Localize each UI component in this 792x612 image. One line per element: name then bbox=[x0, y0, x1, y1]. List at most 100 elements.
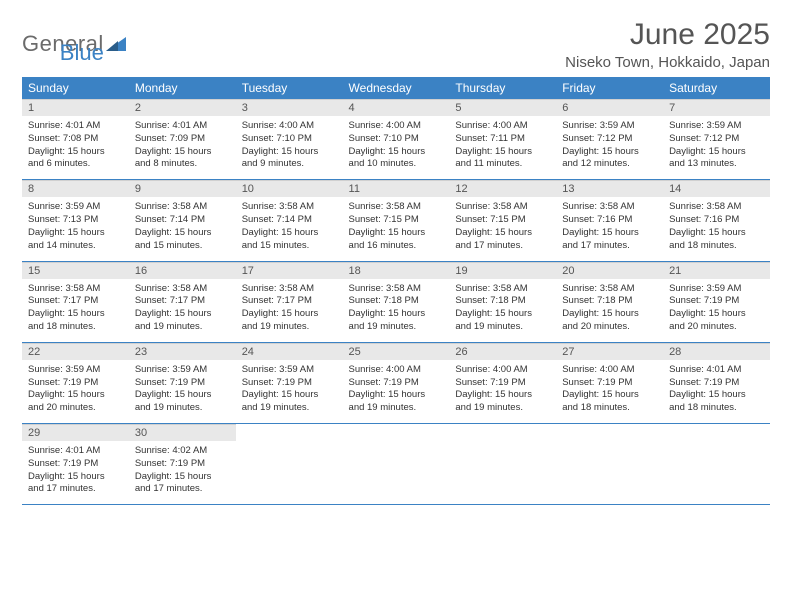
day-body: Sunrise: 4:00 AMSunset: 7:10 PMDaylight:… bbox=[343, 116, 450, 179]
week-row: 29Sunrise: 4:01 AMSunset: 7:19 PMDayligh… bbox=[22, 424, 770, 505]
day-number: 25 bbox=[343, 343, 450, 360]
day-cell: 28Sunrise: 4:01 AMSunset: 7:19 PMDayligh… bbox=[663, 342, 770, 423]
day-day1: Daylight: 15 hours bbox=[135, 471, 230, 484]
dayhead-sun: Sunday bbox=[22, 77, 129, 99]
day-body: Sunrise: 3:58 AMSunset: 7:18 PMDaylight:… bbox=[449, 279, 556, 342]
day-sunset: Sunset: 7:15 PM bbox=[455, 214, 550, 227]
day-body: Sunrise: 4:01 AMSunset: 7:19 PMDaylight:… bbox=[663, 360, 770, 423]
day-number: 5 bbox=[449, 99, 556, 116]
day-body: Sunrise: 3:59 AMSunset: 7:19 PMDaylight:… bbox=[236, 360, 343, 423]
day-sunrise: Sunrise: 4:01 AM bbox=[28, 120, 123, 133]
day-cell: 23Sunrise: 3:59 AMSunset: 7:19 PMDayligh… bbox=[129, 342, 236, 423]
day-body: Sunrise: 4:01 AMSunset: 7:09 PMDaylight:… bbox=[129, 116, 236, 179]
day-day2: and 19 minutes. bbox=[349, 321, 444, 334]
day-day2: and 19 minutes. bbox=[135, 321, 230, 334]
day-sunset: Sunset: 7:19 PM bbox=[135, 377, 230, 390]
day-body: Sunrise: 4:00 AMSunset: 7:19 PMDaylight:… bbox=[449, 360, 556, 423]
day-sunrise: Sunrise: 3:58 AM bbox=[242, 283, 337, 296]
day-sunrise: Sunrise: 4:02 AM bbox=[135, 445, 230, 458]
day-day1: Daylight: 15 hours bbox=[135, 389, 230, 402]
day-day2: and 20 minutes. bbox=[669, 321, 764, 334]
day-day2: and 15 minutes. bbox=[242, 240, 337, 253]
day-day1: Daylight: 15 hours bbox=[28, 146, 123, 159]
day-cell: 4Sunrise: 4:00 AMSunset: 7:10 PMDaylight… bbox=[343, 99, 450, 180]
day-number: 4 bbox=[343, 99, 450, 116]
day-day1: Daylight: 15 hours bbox=[349, 308, 444, 321]
day-day1: Daylight: 15 hours bbox=[349, 146, 444, 159]
dayhead-mon: Monday bbox=[129, 77, 236, 99]
day-sunset: Sunset: 7:18 PM bbox=[349, 295, 444, 308]
day-day1: Daylight: 15 hours bbox=[669, 227, 764, 240]
dayhead-sat: Saturday bbox=[663, 77, 770, 99]
day-number: 16 bbox=[129, 262, 236, 279]
day-cell: 22Sunrise: 3:59 AMSunset: 7:19 PMDayligh… bbox=[22, 342, 129, 423]
day-sunrise: Sunrise: 3:58 AM bbox=[562, 283, 657, 296]
day-day1: Daylight: 15 hours bbox=[562, 146, 657, 159]
day-number: 7 bbox=[663, 99, 770, 116]
day-sunset: Sunset: 7:08 PM bbox=[28, 133, 123, 146]
day-sunrise: Sunrise: 3:58 AM bbox=[455, 283, 550, 296]
day-number: 12 bbox=[449, 180, 556, 197]
day-day2: and 13 minutes. bbox=[669, 158, 764, 171]
day-cell: 20Sunrise: 3:58 AMSunset: 7:18 PMDayligh… bbox=[556, 261, 663, 342]
day-cell: 12Sunrise: 3:58 AMSunset: 7:15 PMDayligh… bbox=[449, 180, 556, 261]
day-number: 30 bbox=[129, 424, 236, 441]
day-number: 3 bbox=[236, 99, 343, 116]
day-cell: 5Sunrise: 4:00 AMSunset: 7:11 PMDaylight… bbox=[449, 99, 556, 180]
day-sunset: Sunset: 7:11 PM bbox=[455, 133, 550, 146]
day-day1: Daylight: 15 hours bbox=[455, 146, 550, 159]
day-number: 29 bbox=[22, 424, 129, 441]
day-sunset: Sunset: 7:10 PM bbox=[349, 133, 444, 146]
day-cell: 9Sunrise: 3:58 AMSunset: 7:14 PMDaylight… bbox=[129, 180, 236, 261]
day-sunrise: Sunrise: 4:00 AM bbox=[455, 364, 550, 377]
day-sunrise: Sunrise: 3:58 AM bbox=[349, 201, 444, 214]
page-title: June 2025 bbox=[565, 18, 770, 52]
day-sunrise: Sunrise: 3:59 AM bbox=[28, 201, 123, 214]
day-cell bbox=[236, 424, 343, 505]
day-cell: 29Sunrise: 4:01 AMSunset: 7:19 PMDayligh… bbox=[22, 424, 129, 505]
day-body: Sunrise: 3:58 AMSunset: 7:16 PMDaylight:… bbox=[556, 197, 663, 260]
day-day2: and 14 minutes. bbox=[28, 240, 123, 253]
day-day1: Daylight: 15 hours bbox=[669, 389, 764, 402]
day-sunset: Sunset: 7:17 PM bbox=[242, 295, 337, 308]
day-sunset: Sunset: 7:10 PM bbox=[242, 133, 337, 146]
week-row: 22Sunrise: 3:59 AMSunset: 7:19 PMDayligh… bbox=[22, 342, 770, 423]
day-body: Sunrise: 3:58 AMSunset: 7:17 PMDaylight:… bbox=[129, 279, 236, 342]
day-day2: and 20 minutes. bbox=[562, 321, 657, 334]
day-sunset: Sunset: 7:18 PM bbox=[455, 295, 550, 308]
day-day1: Daylight: 15 hours bbox=[455, 227, 550, 240]
day-day1: Daylight: 15 hours bbox=[455, 389, 550, 402]
day-day2: and 19 minutes. bbox=[349, 402, 444, 415]
day-sunset: Sunset: 7:15 PM bbox=[349, 214, 444, 227]
day-number: 2 bbox=[129, 99, 236, 116]
day-body: Sunrise: 3:59 AMSunset: 7:13 PMDaylight:… bbox=[22, 197, 129, 260]
day-sunrise: Sunrise: 3:58 AM bbox=[562, 201, 657, 214]
day-day2: and 17 minutes. bbox=[562, 240, 657, 253]
day-sunset: Sunset: 7:19 PM bbox=[28, 377, 123, 390]
day-cell: 27Sunrise: 4:00 AMSunset: 7:19 PMDayligh… bbox=[556, 342, 663, 423]
day-sunset: Sunset: 7:19 PM bbox=[669, 377, 764, 390]
day-day2: and 18 minutes. bbox=[28, 321, 123, 334]
day-day1: Daylight: 15 hours bbox=[242, 146, 337, 159]
day-sunrise: Sunrise: 3:59 AM bbox=[669, 283, 764, 296]
day-day1: Daylight: 15 hours bbox=[28, 389, 123, 402]
day-sunrise: Sunrise: 4:00 AM bbox=[562, 364, 657, 377]
day-day2: and 19 minutes. bbox=[455, 402, 550, 415]
day-sunset: Sunset: 7:19 PM bbox=[349, 377, 444, 390]
day-number: 15 bbox=[22, 262, 129, 279]
day-cell: 3Sunrise: 4:00 AMSunset: 7:10 PMDaylight… bbox=[236, 99, 343, 180]
day-body: Sunrise: 3:58 AMSunset: 7:14 PMDaylight:… bbox=[129, 197, 236, 260]
day-body: Sunrise: 3:58 AMSunset: 7:15 PMDaylight:… bbox=[343, 197, 450, 260]
day-cell: 8Sunrise: 3:59 AMSunset: 7:13 PMDaylight… bbox=[22, 180, 129, 261]
day-body: Sunrise: 3:58 AMSunset: 7:17 PMDaylight:… bbox=[22, 279, 129, 342]
day-sunset: Sunset: 7:17 PM bbox=[135, 295, 230, 308]
day-cell: 19Sunrise: 3:58 AMSunset: 7:18 PMDayligh… bbox=[449, 261, 556, 342]
day-day2: and 17 minutes. bbox=[135, 483, 230, 496]
day-body: Sunrise: 4:00 AMSunset: 7:10 PMDaylight:… bbox=[236, 116, 343, 179]
day-day1: Daylight: 15 hours bbox=[28, 227, 123, 240]
week-row: 8Sunrise: 3:59 AMSunset: 7:13 PMDaylight… bbox=[22, 180, 770, 261]
day-body: Sunrise: 4:00 AMSunset: 7:11 PMDaylight:… bbox=[449, 116, 556, 179]
day-sunrise: Sunrise: 3:58 AM bbox=[242, 201, 337, 214]
day-body: Sunrise: 3:59 AMSunset: 7:19 PMDaylight:… bbox=[129, 360, 236, 423]
day-day2: and 6 minutes. bbox=[28, 158, 123, 171]
